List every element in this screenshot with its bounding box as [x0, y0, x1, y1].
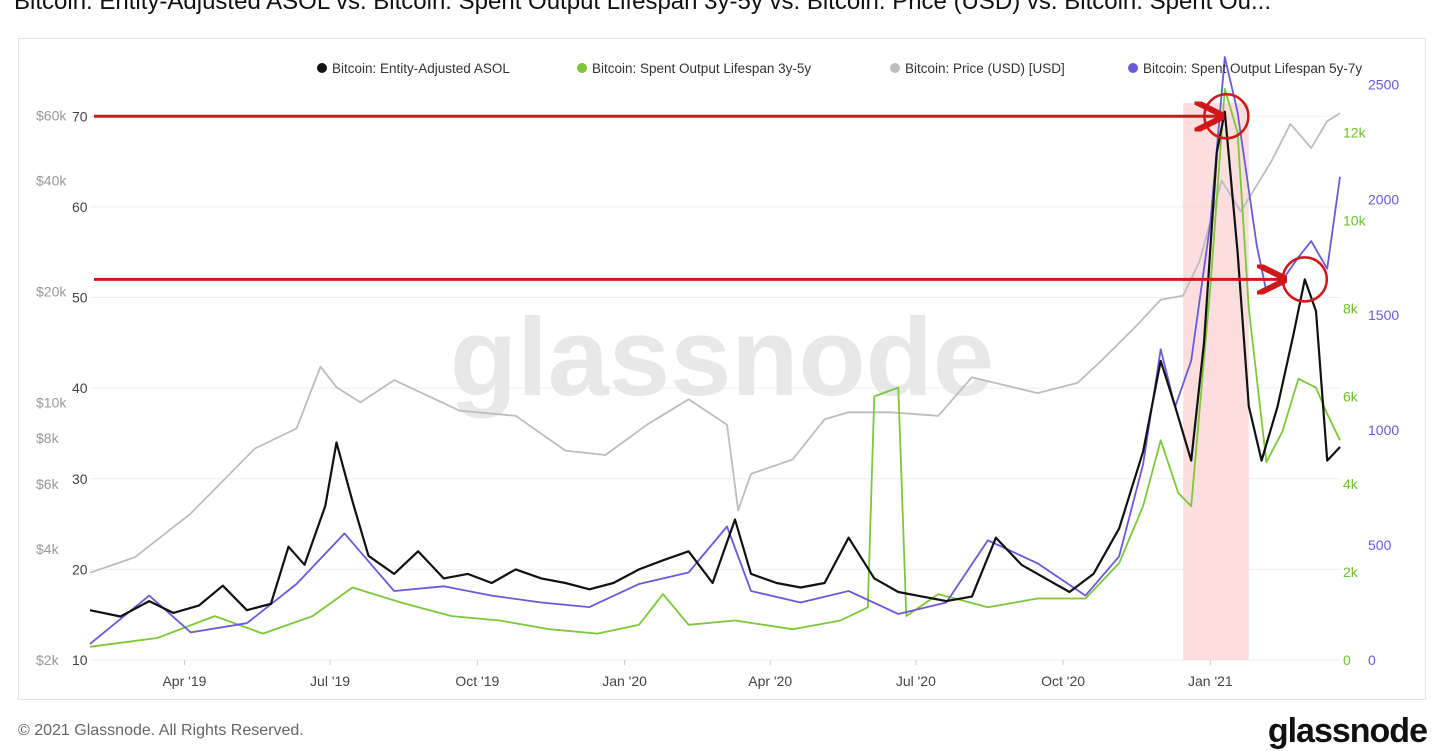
annotation-circle	[1281, 256, 1329, 303]
legend-swatch	[577, 63, 587, 73]
sol35-tick-label: 6k	[1343, 388, 1359, 404]
asol-tick-label: 30	[72, 471, 88, 487]
legend-swatch	[1128, 63, 1138, 73]
asol-tick-label: 60	[72, 199, 88, 215]
x-tick-label: Oct '20	[1041, 673, 1085, 689]
axis-ticks: Apr '19 Jul '19 Oct '19 Jan '20 Apr '20 Jul '…	[36, 77, 1399, 689]
watermark: glassnode	[450, 296, 994, 419]
asol-tick-label: 40	[72, 380, 88, 396]
asol-tick-label: 20	[72, 561, 88, 577]
x-tick-label: Apr '20	[748, 673, 792, 689]
price-tick-label: $2k	[36, 652, 60, 668]
sol-3y-5y-line	[89, 87, 1341, 648]
legend-item[interactable]: Bitcoin: Entity-Adjusted ASOL	[317, 61, 510, 76]
x-tick-label: Oct '19	[455, 673, 499, 689]
sol57-tick-label: 1000	[1368, 422, 1399, 438]
sol35-tick-label: 4k	[1343, 476, 1359, 492]
legend-label: Bitcoin: Spent Output Lifespan 3y-5y	[592, 61, 811, 76]
asol-tick-label: 50	[72, 290, 88, 306]
legend-label: Bitcoin: Price (USD) [USD]	[905, 61, 1065, 76]
sol57-tick-label: 2000	[1368, 192, 1399, 208]
sol35-tick-label: 12k	[1343, 125, 1367, 141]
x-tick-label: Apr '19	[162, 673, 206, 689]
sol57-tick-label: 0	[1368, 652, 1376, 668]
sol35-tick-label: 0	[1343, 652, 1351, 668]
copyright-text: © 2021 Glassnode. All Rights Reserved.	[18, 722, 304, 739]
legend-label: Bitcoin: Entity-Adjusted ASOL	[332, 61, 510, 76]
price-tick-label: $4k	[36, 541, 60, 557]
asol-tick-label: 70	[72, 108, 88, 124]
asol-tick-label: 10	[72, 652, 88, 668]
legend-item[interactable]: Bitcoin: Spent Output Lifespan 5y-7y	[1128, 61, 1362, 76]
annotation-circle	[1203, 93, 1250, 140]
chart-svg: glassnode Apr '19 Jul '19 Oct '19 Jan '20 Ap…	[36, 56, 1399, 689]
sol57-tick-label: 1500	[1368, 307, 1399, 323]
sol35-tick-label: 8k	[1343, 300, 1359, 316]
x-tick-label: Jan '21	[1188, 673, 1233, 689]
chart-title: Bitcoin: Entity-Adjusted ASOL vs. Bitcoi…	[14, 0, 1271, 15]
price-tick-label: $40k	[36, 173, 67, 189]
price-tick-label: $8k	[36, 430, 60, 446]
legend-label: Bitcoin: Spent Output Lifespan 5y-7y	[1143, 61, 1362, 76]
series-lines	[89, 56, 1341, 648]
price-tick-label: $10k	[36, 394, 67, 410]
highlight-rect	[1183, 103, 1249, 660]
x-tick-label: Jul '20	[896, 673, 936, 689]
price-tick-label: $6k	[36, 476, 60, 492]
highlight-band	[1183, 103, 1249, 660]
sol-5y-7y-line	[89, 56, 1341, 645]
sol35-tick-label: 10k	[1343, 213, 1367, 229]
sol57-tick-label: 500	[1368, 537, 1392, 553]
sol57-tick-label: 2500	[1368, 77, 1399, 93]
price-tick-label: $60k	[36, 108, 67, 124]
legend[interactable]: Bitcoin: Entity-Adjusted ASOL Bitcoin: Sp…	[317, 61, 1362, 76]
legend-item[interactable]: Bitcoin: Price (USD) [USD]	[890, 61, 1065, 76]
legend-swatch	[890, 63, 900, 73]
x-tick-label: Jan '20	[602, 673, 647, 689]
legend-swatch	[317, 63, 327, 73]
price-tick-label: $20k	[36, 284, 67, 300]
x-tick-label: Jul '19	[310, 673, 350, 689]
annotations	[94, 93, 1329, 303]
sol35-tick-label: 2k	[1343, 564, 1359, 580]
legend-item[interactable]: Bitcoin: Spent Output Lifespan 3y-5y	[577, 61, 811, 76]
asol-line	[89, 110, 1341, 618]
glassnode-logo: glassnode	[1267, 712, 1428, 750]
